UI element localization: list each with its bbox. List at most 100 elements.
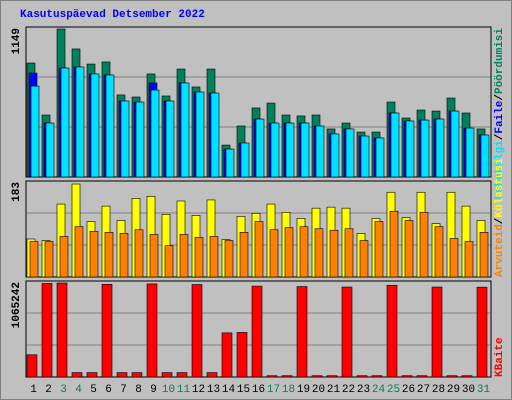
x-tick-label: 10 — [162, 384, 175, 396]
bar — [179, 234, 189, 278]
x-tick-label: 31 — [477, 384, 491, 396]
bar — [71, 372, 83, 378]
bar — [134, 229, 144, 278]
bar — [480, 134, 490, 178]
bar — [254, 221, 264, 278]
x-tick-label: 17 — [267, 384, 280, 396]
legend-item: Külastusi — [494, 158, 506, 218]
bar — [149, 234, 159, 278]
bar — [270, 122, 280, 178]
bar — [191, 284, 203, 378]
bar — [161, 372, 173, 378]
bar — [464, 241, 474, 278]
x-tick-label: 30 — [462, 384, 475, 396]
bar — [75, 66, 85, 178]
y-max-label: 1149 — [11, 28, 23, 54]
x-tick-label: 2 — [45, 384, 52, 396]
x-tick-label: 8 — [135, 384, 142, 396]
x-tick-label: 14 — [222, 384, 236, 396]
bar — [74, 226, 84, 278]
x-tick-label: 19 — [297, 384, 310, 396]
bar — [420, 119, 430, 178]
bar — [239, 232, 249, 278]
bar — [449, 238, 459, 278]
bar — [180, 82, 190, 178]
bar — [195, 91, 205, 178]
bar — [101, 284, 113, 378]
bar — [164, 245, 174, 278]
bar — [56, 282, 68, 378]
bar — [405, 120, 415, 178]
bar — [89, 230, 99, 278]
legend: KBaite — [494, 337, 506, 377]
bar — [150, 89, 160, 178]
bar — [240, 142, 250, 178]
x-tick-label: 22 — [342, 384, 355, 396]
bar — [266, 375, 278, 378]
bar — [224, 240, 234, 278]
bar — [344, 228, 354, 278]
bar — [476, 286, 488, 378]
bar — [450, 110, 460, 178]
bar — [105, 74, 115, 178]
bar — [284, 227, 294, 278]
x-tick-label: 21 — [327, 384, 341, 396]
x-tick-label: 1 — [30, 384, 37, 396]
bar — [209, 236, 219, 278]
bar — [465, 127, 475, 178]
bar — [345, 128, 355, 178]
bar — [30, 85, 40, 178]
bar — [326, 375, 338, 378]
bar — [446, 375, 458, 378]
bar — [341, 286, 353, 378]
bar — [44, 241, 54, 278]
bar — [461, 375, 473, 378]
x-tick-label: 12 — [192, 384, 205, 396]
bar — [401, 375, 413, 378]
bar — [131, 372, 143, 378]
x-tick-label: 29 — [447, 384, 460, 396]
legend: Lehekülgi/Faile/Pöördumisi — [494, 28, 506, 200]
bar — [419, 211, 429, 278]
bar — [269, 229, 279, 278]
bar — [311, 375, 323, 378]
bar — [41, 283, 53, 378]
bar — [221, 332, 233, 378]
bar — [29, 241, 39, 278]
x-tick-label: 27 — [417, 384, 430, 396]
legend-item: Pöördumisi — [494, 28, 506, 94]
legend-separator: / — [494, 133, 506, 140]
bar — [135, 101, 145, 178]
bar — [176, 372, 188, 378]
bar — [329, 229, 339, 278]
x-tick-label: 26 — [402, 384, 415, 396]
x-tick-label: 16 — [252, 384, 265, 396]
legend-separator: / — [494, 217, 506, 224]
bar — [330, 133, 340, 178]
x-tick-label: 7 — [120, 384, 127, 396]
bar — [26, 354, 38, 378]
bar — [431, 286, 443, 378]
y-max-label: 1065242 — [11, 282, 23, 328]
x-tick-label: 5 — [90, 384, 97, 396]
bar — [206, 372, 218, 378]
x-tick-label: 11 — [177, 384, 191, 396]
bar — [86, 372, 98, 378]
bar — [314, 228, 324, 278]
bar — [300, 122, 310, 178]
bar — [371, 375, 383, 378]
bar — [389, 210, 399, 278]
bar — [375, 137, 385, 178]
y-max-label: 183 — [11, 182, 23, 202]
legend-item: Arvuteid — [494, 224, 506, 277]
bar — [299, 226, 309, 278]
x-tick-label: 28 — [432, 384, 445, 396]
legend-item: KBaite — [494, 337, 506, 377]
bar — [251, 285, 263, 378]
x-tick-label: 13 — [207, 384, 220, 396]
bar — [479, 232, 489, 278]
bar — [315, 125, 325, 178]
bar — [281, 375, 293, 378]
legend-item: Lehekülgi — [494, 140, 506, 200]
